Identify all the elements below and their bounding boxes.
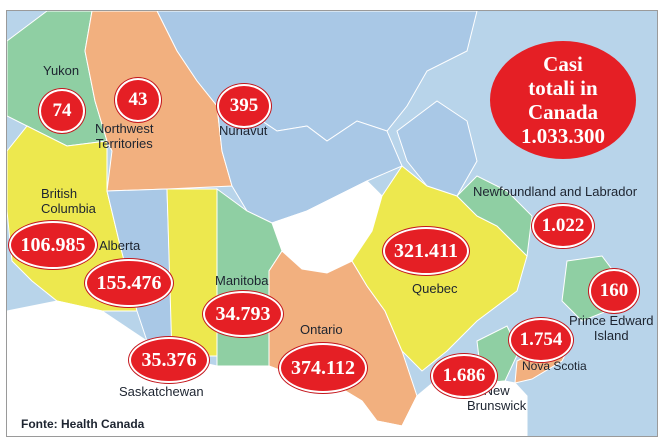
region-nunavut [216,105,403,224]
region-saskatchewan [166,188,218,357]
total-line2: totali in [528,76,598,100]
cases-bubble-quebec: 321.411 [383,227,469,275]
label-nova-scotia: Nova Scotia [522,359,587,373]
label-nunavut: Nunavut [219,123,268,138]
label-bc-line1: British [41,186,78,201]
total-line4: 1.033.300 [521,124,605,148]
map-frame: Yukon Northwest Territories Nunavut Brit… [6,10,658,437]
cases-bubble-prince-edward-island: 160 [589,269,639,313]
label-nwt-line2: Territories [95,136,153,151]
label-nwt-line1: Northwest [95,121,154,136]
region-newfoundland [456,175,533,258]
source-credit: Fonte: Health Canada [21,417,145,431]
total-cases-text: Casi totali in Canada 1.033.300 [521,52,605,148]
cases-bubble-british-columbia: 106.985 [9,221,97,269]
cases-bubble-saskatchewan: 35.376 [129,337,209,383]
baffin-island [396,100,478,197]
label-alberta: Alberta [99,238,141,253]
cases-bubble-newfoundland: 1.022 [532,204,594,248]
total-line1: Casi [543,52,583,76]
label-bc-line2: Columbia [41,201,96,216]
cases-bubble-nunavut: 395 [217,84,271,128]
total-line3: Canada [527,100,599,124]
label-saskatchewan: Saskatchewan [119,384,204,399]
cases-bubble-new-brunswick: 1.686 [431,354,497,398]
cases-bubble-ontario: 374.112 [279,343,367,393]
cases-bubble-yukon: 74 [39,89,85,133]
cases-bubble-nova-scotia: 1.754 [509,318,573,362]
label-yukon: Yukon [43,63,80,78]
label-newfoundland: Newfoundland and Labrador [473,184,638,199]
label-pei-line1: Prince Edward [569,313,654,328]
total-cases-bubble: Casi totali in Canada 1.033.300 [490,41,636,159]
label-prince-edward-island: Prince Edward Island [569,313,654,343]
cases-bubble-manitoba: 34.793 [203,291,283,337]
label-ontario: Ontario [300,322,343,337]
label-pei-line2: Island [593,328,629,343]
label-nb-line2: Brunswick [467,398,527,413]
cases-bubble-alberta: 155.476 [85,259,173,307]
label-manitoba: Manitoba [215,273,269,288]
label-northwest-territories: Northwest Territories [95,121,154,151]
label-quebec: Quebec [412,281,458,296]
label-british-columbia: British Columbia [41,186,96,216]
cases-bubble-northwest-territories: 43 [115,78,161,122]
